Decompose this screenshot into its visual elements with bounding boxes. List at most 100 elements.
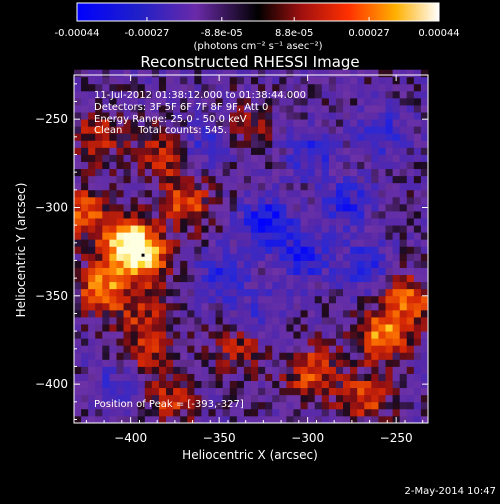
- heatmap-cell: [173, 196, 181, 205]
- heatmap-cell: [215, 408, 224, 417]
- heatmap-cell: [151, 324, 160, 332]
- heatmap-cell: [272, 324, 280, 332]
- heatmap-cell: [392, 295, 401, 304]
- heatmap-cell: [109, 196, 117, 205]
- heatmap-cell: [229, 317, 238, 325]
- heatmap-cell: [109, 352, 117, 360]
- heatmap-cell: [378, 359, 386, 367]
- heatmap-cell: [272, 189, 280, 198]
- heatmap-cell: [286, 253, 294, 261]
- heatmap-cell: [95, 309, 103, 318]
- heatmap-cell: [321, 211, 330, 219]
- heatmap-cell: [222, 331, 231, 339]
- heatmap-cell: [194, 380, 202, 389]
- heatmap-cell: [371, 196, 379, 205]
- heatmap-cell: [144, 288, 153, 297]
- heatmap-cell: [88, 366, 96, 374]
- heatmap-cell: [151, 189, 160, 198]
- heatmap-cell: [166, 225, 174, 233]
- heatmap-cell: [137, 97, 146, 106]
- heatmap-cell: [420, 302, 429, 311]
- heatmap-cell: [222, 415, 231, 424]
- heatmap-cell: [335, 373, 344, 382]
- heatmap-cell: [413, 415, 422, 424]
- heatmap-cell: [208, 394, 216, 403]
- heatmap-cell: [158, 415, 167, 424]
- heatmap-cell: [399, 387, 408, 396]
- heatmap-cell: [116, 83, 124, 92]
- heatmap-cell: [208, 380, 216, 389]
- heatmap-cell: [399, 203, 408, 212]
- heatmap-cell: [130, 189, 139, 198]
- heatmap-cell: [109, 161, 117, 170]
- heatmap-cell: [187, 253, 195, 261]
- heatmap-cell: [243, 218, 252, 226]
- heatmap-cell: [293, 380, 301, 389]
- heatmap-cell: [286, 161, 294, 170]
- heatmap-cell: [201, 239, 209, 247]
- heatmap-cell: [74, 189, 82, 198]
- heatmap-cell: [343, 182, 351, 191]
- heatmap-cell: [116, 69, 124, 78]
- heatmap-cell: [74, 253, 82, 261]
- heatmap-cell: [357, 366, 365, 374]
- heatmap-cell: [392, 302, 401, 311]
- heatmap-cell: [144, 352, 153, 360]
- heatmap-cell: [130, 232, 139, 240]
- heatmap-cell: [116, 218, 124, 226]
- heatmap-cell: [201, 161, 209, 170]
- heatmap-cell: [378, 232, 386, 240]
- heatmap-cell: [357, 338, 365, 346]
- heatmap-cell: [116, 161, 124, 170]
- heatmap-cell: [102, 154, 110, 162]
- heatmap-cell: [371, 267, 379, 276]
- heatmap-cell: [130, 309, 139, 318]
- heatmap-cell: [371, 105, 379, 113]
- heatmap-cell: [413, 373, 422, 382]
- heatmap-cell: [201, 246, 209, 254]
- heatmap-cell: [413, 112, 422, 120]
- heatmap-cell: [251, 267, 259, 276]
- heatmap-cell: [215, 239, 224, 247]
- heatmap-cell: [251, 182, 259, 191]
- heatmap-cell: [236, 225, 245, 233]
- heatmap-cell: [173, 345, 181, 353]
- heatmap-cell: [272, 133, 280, 141]
- heatmap-cell: [144, 246, 153, 254]
- heatmap-cell: [158, 105, 167, 113]
- heatmap-cell: [194, 352, 202, 360]
- heatmap-cell: [293, 401, 301, 410]
- heatmap-cell: [406, 373, 415, 382]
- heatmap-cell: [406, 345, 415, 353]
- heatmap-cell: [272, 196, 280, 205]
- heatmap-cell: [293, 90, 301, 99]
- heatmap-cell: [123, 295, 132, 304]
- heatmap-cell: [307, 83, 316, 92]
- heatmap-cell: [385, 359, 393, 367]
- heatmap-cell: [265, 105, 273, 113]
- heatmap-cell: [350, 415, 358, 424]
- heatmap-cell: [173, 260, 181, 268]
- heatmap-cell: [406, 154, 415, 162]
- heatmap-cell: [187, 203, 195, 212]
- heatmap-cell: [420, 387, 429, 396]
- heatmap-cell: [201, 331, 209, 339]
- heatmap-cell: [314, 274, 323, 283]
- heatmap-cell: [272, 126, 280, 134]
- heatmap-cell: [137, 239, 146, 247]
- heatmap-cell: [144, 309, 153, 318]
- heatmap-cell: [420, 317, 429, 325]
- heatmap-cell: [413, 267, 422, 276]
- heatmap-cell: [116, 309, 124, 318]
- heatmap-cell: [279, 380, 287, 389]
- heatmap-cell: [300, 140, 309, 148]
- heatmap-cell: [406, 317, 415, 325]
- heatmap-cell: [222, 260, 231, 268]
- heatmap-cell: [272, 140, 280, 148]
- heatmap-cell: [251, 394, 259, 403]
- heatmap-cell: [293, 218, 301, 226]
- heatmap-cell: [144, 83, 153, 92]
- heatmap-cell: [314, 394, 323, 403]
- heatmap-cell: [130, 175, 139, 184]
- heatmap-cell: [279, 302, 287, 311]
